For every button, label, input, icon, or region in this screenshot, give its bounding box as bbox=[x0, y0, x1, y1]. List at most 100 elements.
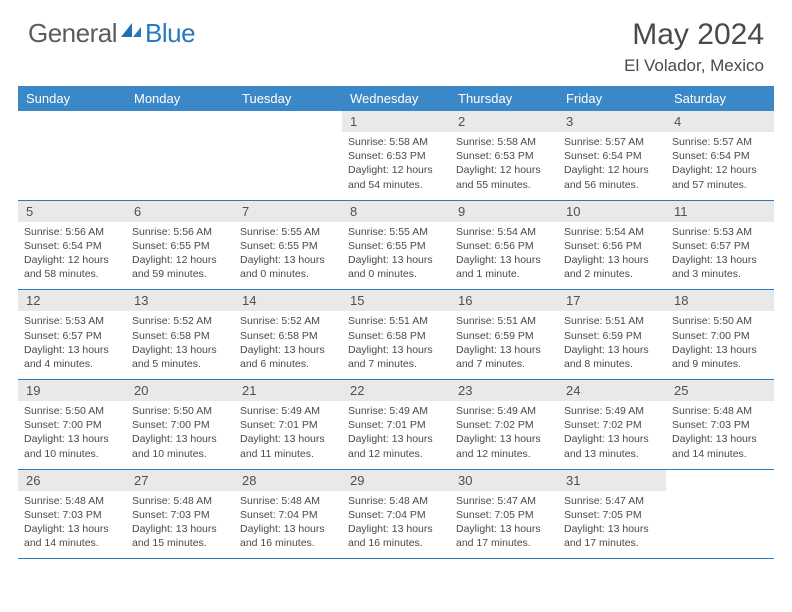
sunrise-text: Sunrise: 5:47 AM bbox=[564, 494, 660, 508]
daylight-text: Daylight: 13 hours bbox=[240, 432, 336, 446]
daylight-text: Daylight: 13 hours bbox=[672, 432, 768, 446]
sunrise-text: Sunrise: 5:50 AM bbox=[132, 404, 228, 418]
day-details: Sunrise: 5:50 AMSunset: 7:00 PMDaylight:… bbox=[126, 401, 234, 461]
day-header-saturday: Saturday bbox=[666, 86, 774, 111]
day-cell: 15Sunrise: 5:51 AMSunset: 6:58 PMDayligh… bbox=[342, 290, 450, 379]
daylight-text: Daylight: 13 hours bbox=[672, 253, 768, 267]
day-header-row: SundayMondayTuesdayWednesdayThursdayFrid… bbox=[18, 86, 774, 111]
day-number: 26 bbox=[18, 470, 126, 491]
day-details: Sunrise: 5:57 AMSunset: 6:54 PMDaylight:… bbox=[666, 132, 774, 192]
sunrise-text: Sunrise: 5:54 AM bbox=[564, 225, 660, 239]
daylight-text: and 4 minutes. bbox=[24, 357, 120, 371]
day-number: 25 bbox=[666, 380, 774, 401]
day-details: Sunrise: 5:47 AMSunset: 7:05 PMDaylight:… bbox=[450, 491, 558, 551]
location-text: El Volador, Mexico bbox=[624, 56, 764, 76]
day-number: 20 bbox=[126, 380, 234, 401]
sunrise-text: Sunrise: 5:54 AM bbox=[456, 225, 552, 239]
daylight-text: Daylight: 13 hours bbox=[456, 522, 552, 536]
daylight-text: and 56 minutes. bbox=[564, 178, 660, 192]
sunrise-text: Sunrise: 5:51 AM bbox=[348, 314, 444, 328]
sunrise-text: Sunrise: 5:49 AM bbox=[564, 404, 660, 418]
day-details: Sunrise: 5:47 AMSunset: 7:05 PMDaylight:… bbox=[558, 491, 666, 551]
day-cell: 24Sunrise: 5:49 AMSunset: 7:02 PMDayligh… bbox=[558, 380, 666, 469]
day-header-sunday: Sunday bbox=[18, 86, 126, 111]
day-details: Sunrise: 5:56 AMSunset: 6:54 PMDaylight:… bbox=[18, 222, 126, 282]
daylight-text: Daylight: 13 hours bbox=[456, 343, 552, 357]
day-details: Sunrise: 5:58 AMSunset: 6:53 PMDaylight:… bbox=[342, 132, 450, 192]
daylight-text: Daylight: 13 hours bbox=[456, 253, 552, 267]
day-number: 29 bbox=[342, 470, 450, 491]
day-cell: 13Sunrise: 5:52 AMSunset: 6:58 PMDayligh… bbox=[126, 290, 234, 379]
day-details: Sunrise: 5:50 AMSunset: 7:00 PMDaylight:… bbox=[666, 311, 774, 371]
day-cell: 1Sunrise: 5:58 AMSunset: 6:53 PMDaylight… bbox=[342, 111, 450, 200]
daylight-text: and 6 minutes. bbox=[240, 357, 336, 371]
daylight-text: and 8 minutes. bbox=[564, 357, 660, 371]
day-cell: 29Sunrise: 5:48 AMSunset: 7:04 PMDayligh… bbox=[342, 470, 450, 559]
sunrise-text: Sunrise: 5:53 AM bbox=[672, 225, 768, 239]
sunset-text: Sunset: 6:59 PM bbox=[456, 329, 552, 343]
day-number: 31 bbox=[558, 470, 666, 491]
sunset-text: Sunset: 7:05 PM bbox=[456, 508, 552, 522]
daylight-text: and 10 minutes. bbox=[132, 447, 228, 461]
daylight-text: Daylight: 13 hours bbox=[240, 343, 336, 357]
day-details: Sunrise: 5:48 AMSunset: 7:03 PMDaylight:… bbox=[126, 491, 234, 551]
sunrise-text: Sunrise: 5:48 AM bbox=[672, 404, 768, 418]
daylight-text: and 11 minutes. bbox=[240, 447, 336, 461]
sunrise-text: Sunrise: 5:48 AM bbox=[240, 494, 336, 508]
day-header-thursday: Thursday bbox=[450, 86, 558, 111]
sunrise-text: Sunrise: 5:57 AM bbox=[672, 135, 768, 149]
daylight-text: and 7 minutes. bbox=[348, 357, 444, 371]
day-details: Sunrise: 5:48 AMSunset: 7:04 PMDaylight:… bbox=[342, 491, 450, 551]
sunset-text: Sunset: 6:53 PM bbox=[456, 149, 552, 163]
sunrise-text: Sunrise: 5:58 AM bbox=[348, 135, 444, 149]
day-details: Sunrise: 5:50 AMSunset: 7:00 PMDaylight:… bbox=[18, 401, 126, 461]
daylight-text: and 2 minutes. bbox=[564, 267, 660, 281]
daylight-text: and 57 minutes. bbox=[672, 178, 768, 192]
day-number: 9 bbox=[450, 201, 558, 222]
brand-sail-icon bbox=[121, 21, 143, 44]
sunset-text: Sunset: 6:54 PM bbox=[564, 149, 660, 163]
daylight-text: Daylight: 12 hours bbox=[456, 163, 552, 177]
daylight-text: Daylight: 13 hours bbox=[348, 522, 444, 536]
sunset-text: Sunset: 6:58 PM bbox=[348, 329, 444, 343]
sunrise-text: Sunrise: 5:48 AM bbox=[24, 494, 120, 508]
sunset-text: Sunset: 7:02 PM bbox=[564, 418, 660, 432]
sunset-text: Sunset: 7:01 PM bbox=[240, 418, 336, 432]
day-details: Sunrise: 5:49 AMSunset: 7:01 PMDaylight:… bbox=[342, 401, 450, 461]
day-cell: 3Sunrise: 5:57 AMSunset: 6:54 PMDaylight… bbox=[558, 111, 666, 200]
day-details: Sunrise: 5:51 AMSunset: 6:59 PMDaylight:… bbox=[450, 311, 558, 371]
day-number: 19 bbox=[18, 380, 126, 401]
sunset-text: Sunset: 7:00 PM bbox=[132, 418, 228, 432]
daylight-text: and 59 minutes. bbox=[132, 267, 228, 281]
day-number: 3 bbox=[558, 111, 666, 132]
sunrise-text: Sunrise: 5:58 AM bbox=[456, 135, 552, 149]
week-row: 26Sunrise: 5:48 AMSunset: 7:03 PMDayligh… bbox=[18, 470, 774, 560]
day-header-friday: Friday bbox=[558, 86, 666, 111]
daylight-text: Daylight: 13 hours bbox=[672, 343, 768, 357]
day-cell: 4Sunrise: 5:57 AMSunset: 6:54 PMDaylight… bbox=[666, 111, 774, 200]
daylight-text: Daylight: 13 hours bbox=[24, 522, 120, 536]
sunset-text: Sunset: 7:03 PM bbox=[24, 508, 120, 522]
sunset-text: Sunset: 7:00 PM bbox=[24, 418, 120, 432]
sunrise-text: Sunrise: 5:56 AM bbox=[24, 225, 120, 239]
sunrise-text: Sunrise: 5:57 AM bbox=[564, 135, 660, 149]
daylight-text: Daylight: 13 hours bbox=[564, 343, 660, 357]
daylight-text: Daylight: 13 hours bbox=[132, 522, 228, 536]
day-number: 15 bbox=[342, 290, 450, 311]
day-cell: 21Sunrise: 5:49 AMSunset: 7:01 PMDayligh… bbox=[234, 380, 342, 469]
day-details: Sunrise: 5:58 AMSunset: 6:53 PMDaylight:… bbox=[450, 132, 558, 192]
brand-part1: General bbox=[28, 18, 117, 49]
day-details: Sunrise: 5:49 AMSunset: 7:02 PMDaylight:… bbox=[558, 401, 666, 461]
daylight-text: Daylight: 13 hours bbox=[564, 253, 660, 267]
daylight-text: Daylight: 13 hours bbox=[24, 432, 120, 446]
day-cell: 25Sunrise: 5:48 AMSunset: 7:03 PMDayligh… bbox=[666, 380, 774, 469]
day-number: 22 bbox=[342, 380, 450, 401]
day-cell: 22Sunrise: 5:49 AMSunset: 7:01 PMDayligh… bbox=[342, 380, 450, 469]
sunrise-text: Sunrise: 5:53 AM bbox=[24, 314, 120, 328]
day-header-monday: Monday bbox=[126, 86, 234, 111]
sunset-text: Sunset: 6:58 PM bbox=[240, 329, 336, 343]
day-number: 8 bbox=[342, 201, 450, 222]
sunset-text: Sunset: 6:55 PM bbox=[348, 239, 444, 253]
empty-day-cell: . bbox=[126, 111, 234, 200]
empty-day-cell: . bbox=[234, 111, 342, 200]
